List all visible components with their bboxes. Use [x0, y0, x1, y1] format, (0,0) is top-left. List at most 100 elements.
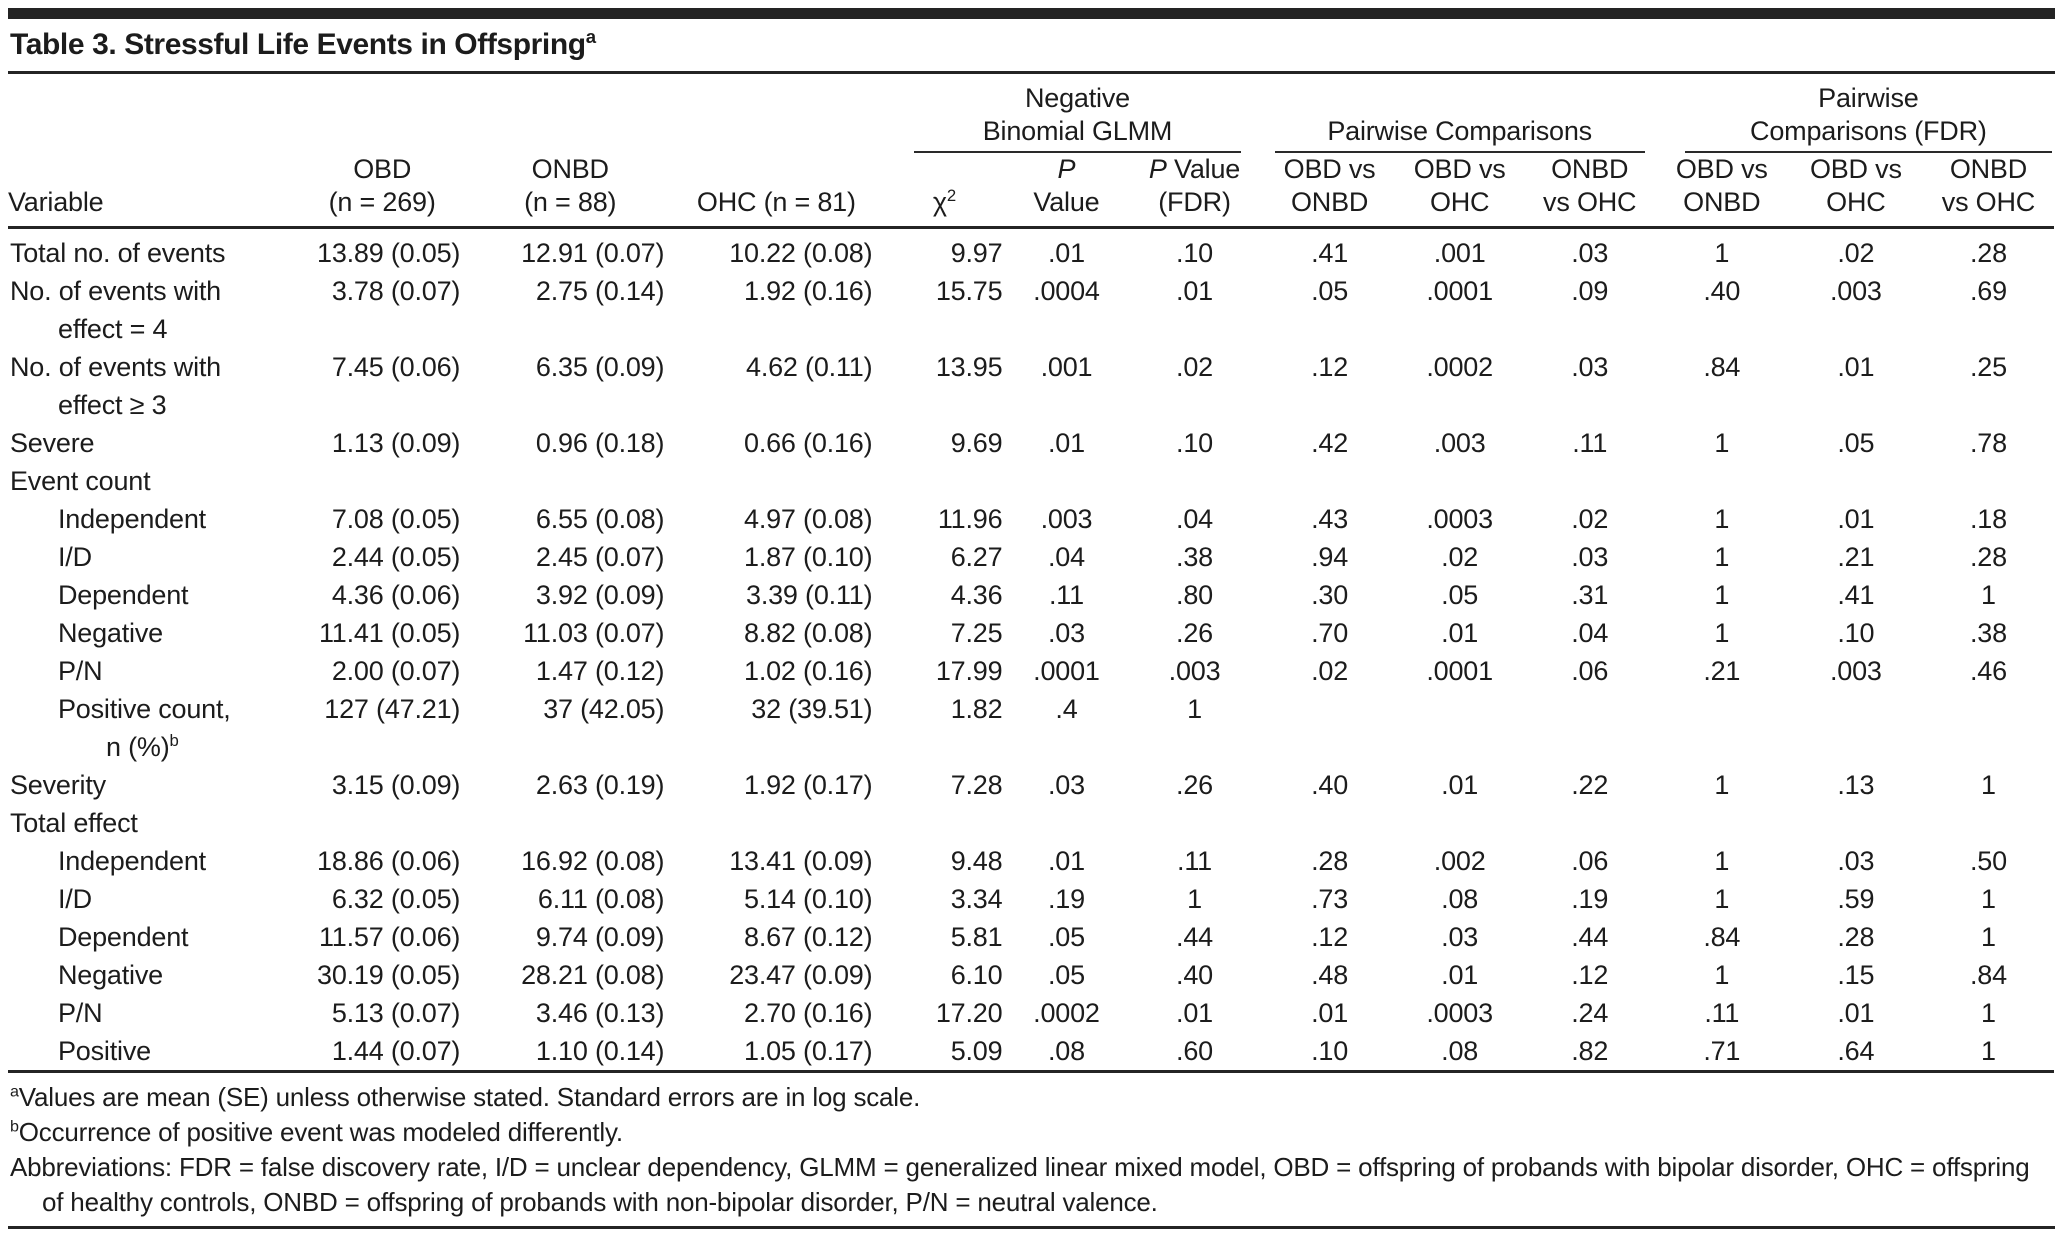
cell-onbd: 6.35 (0.09): [535, 352, 665, 382]
cell-obd: 1.13 (0.09): [331, 428, 461, 458]
cell-fdr-onbd-vs-ohc: .69: [1969, 276, 2007, 306]
cell-obd-vs-onbd: .10: [1311, 1036, 1349, 1066]
cell-fdr-obd-vs-ohc: .003: [1829, 276, 1882, 306]
cell-fdr-onbd-vs-ohc: .38: [1969, 618, 2007, 648]
column-header-onbd: ONBD (n = 88): [468, 74, 673, 229]
cell-p-value-fdr: .40: [1176, 960, 1213, 990]
cell-chi2: 17.20: [935, 998, 1003, 1028]
table-row: P/N 2.00 (0.07) 1.47 (0.12) 1.02 (0.16) 17.9…: [8, 652, 2054, 690]
row-label: Severity: [10, 770, 106, 800]
row-label: P/N: [58, 998, 103, 1028]
cell-obd-vs-ohc: .0003: [1426, 998, 1493, 1028]
cell-onbd: 2.45 (0.07): [535, 542, 665, 572]
cell-obd-vs-ohc: .08: [1441, 884, 1479, 914]
cell-obd-vs-ohc: .0003: [1426, 504, 1493, 534]
cell-fdr-obd-vs-onbd: .11: [1704, 998, 1740, 1028]
column-header-variable: Variable: [8, 74, 297, 229]
cell-onbd: 3.46 (0.13): [535, 998, 665, 1028]
cell-obd: 11.41 (0.05): [319, 618, 461, 648]
cell-fdr-onbd-vs-ohc: .28: [1969, 542, 2007, 572]
variable-cell: No. of events with effect = 4: [8, 272, 296, 348]
table-top-rule: [8, 8, 2055, 19]
cell-chi2: 5.81: [950, 922, 1003, 952]
cell-p-value: .0002: [1033, 998, 1100, 1028]
cell-fdr-obd-vs-ohc: .01: [1837, 998, 1875, 1028]
cell-obd-vs-ohc: .001: [1433, 238, 1486, 268]
cell-obd-vs-ohc: .0001: [1426, 276, 1493, 306]
cell-fdr-obd-vs-ohc: .05: [1837, 428, 1875, 458]
variable-cell: No. of events with effect ≥ 3: [8, 348, 296, 424]
group-header-negative-binomial-glmm: Negative Binomial GLMM: [880, 74, 1264, 153]
cell-fdr-obd-vs-ohc: .02: [1837, 238, 1875, 268]
cell-onbd: 16.92 (0.08): [521, 846, 665, 876]
cell-obd: 30.19 (0.05): [317, 960, 461, 990]
cell-fdr-obd-vs-ohc: .41: [1837, 580, 1875, 610]
cell-onbd: 28.21 (0.08): [521, 960, 665, 990]
cell-fdr-obd-vs-onbd: 1: [1714, 542, 1730, 572]
cell-ohc: 1.02 (0.16): [744, 656, 873, 686]
cell-obd-vs-ohc: .03: [1441, 922, 1479, 952]
column-header-onbd-vs-ohc: ONBD vs OHC: [1524, 153, 1655, 229]
row-label: Independent: [58, 846, 206, 876]
variable-cell: Positive: [8, 1032, 296, 1072]
cell-fdr-obd-vs-ohc: .01: [1837, 352, 1875, 382]
cell-p-value-fdr: 1: [1187, 694, 1202, 724]
cell-onbd: 11.03 (0.07): [523, 618, 665, 648]
table-row: Negative 11.41 (0.05) 11.03 (0.07) 8.82 (0.…: [8, 614, 2054, 652]
cell-obd-vs-ohc: .01: [1441, 618, 1479, 648]
cell-ohc: 32 (39.51): [751, 694, 873, 724]
cell-onbd-vs-ohc: .02: [1571, 504, 1609, 534]
column-header-chi-squared: χ2: [880, 153, 1009, 229]
cell-ohc: 23.47 (0.09): [729, 960, 873, 990]
table-row: Independent 7.08 (0.05) 6.55 (0.08) 4.97 (0…: [8, 500, 2054, 538]
table-header: Variable OBD (n = 269) ONBD (n = 88) OHC…: [8, 74, 2054, 229]
cell-chi2: 15.75: [935, 276, 1003, 306]
cell-onbd-vs-ohc: .03: [1571, 238, 1609, 268]
cell-fdr-onbd-vs-ohc: 1: [1981, 922, 1996, 952]
cell-obd: 5.13 (0.07): [331, 998, 461, 1028]
cell-p-value-fdr: .26: [1176, 618, 1213, 648]
cell-obd-vs-onbd: .30: [1311, 580, 1349, 610]
row-label: Severe: [10, 428, 95, 458]
column-header-p-value-fdr: P Value (FDR): [1124, 153, 1265, 229]
variable-cell: Total effect: [8, 804, 2054, 842]
cell-p-value-fdr: .01: [1176, 998, 1213, 1028]
cell-onbd-vs-ohc: .31: [1571, 580, 1609, 610]
cell-chi2: 7.28: [950, 770, 1003, 800]
cell-ohc: 5.14 (0.10): [744, 884, 873, 914]
variable-cell: Total no. of events: [8, 228, 296, 273]
cell-fdr-obd-vs-onbd: .40: [1703, 276, 1741, 306]
column-header-obd: OBD (n = 269): [296, 74, 469, 229]
table-title: Table 3. Stressful Life Events in Offspr…: [8, 23, 2055, 74]
cell-p-value: .19: [1047, 884, 1085, 914]
cell-chi2: 13.95: [935, 352, 1003, 382]
cell-fdr-onbd-vs-ohc: [1923, 690, 2054, 766]
stressful-life-events-table: Variable OBD (n = 269) ONBD (n = 88) OHC…: [8, 74, 2054, 1073]
cell-fdr-onbd-vs-ohc: .28: [1969, 238, 2007, 268]
cell-obd-vs-onbd: .70: [1311, 618, 1349, 648]
cell-p-value: .08: [1047, 1036, 1085, 1066]
cell-p-value-fdr: .04: [1176, 504, 1213, 534]
cell-fdr-obd-vs-onbd: 1: [1714, 846, 1730, 876]
cell-p-value: .05: [1047, 922, 1085, 952]
cell-fdr-obd-vs-onbd: 1: [1714, 428, 1730, 458]
table-row: Total no. of events 13.89 (0.05) 12.91 (0.…: [8, 228, 2054, 273]
table-row: Severe 1.13 (0.09) 0.96 (0.18) 0.66 (0.16) 9…: [8, 424, 2054, 462]
cell-onbd: 12.91 (0.07): [521, 238, 665, 268]
cell-obd-vs-ohc: .01: [1441, 770, 1479, 800]
table-title-text: Table 3. Stressful Life Events in Offspr…: [10, 28, 586, 61]
variable-cell: I/D: [8, 880, 296, 918]
cell-fdr-obd-vs-ohc: .10: [1837, 618, 1875, 648]
row-label: Total no. of events: [10, 238, 226, 268]
cell-fdr-obd-vs-ohc: .03: [1837, 846, 1875, 876]
footnote-b: bOccurrence of positive event was modele…: [10, 1117, 623, 1147]
variable-cell: Severity: [8, 766, 296, 804]
cell-p-value: .01: [1047, 238, 1085, 268]
cell-ohc: 1.92 (0.16): [744, 276, 873, 306]
cell-obd-vs-ohc: .02: [1441, 542, 1479, 572]
row-label: Negative: [58, 960, 163, 990]
cell-fdr-obd-vs-onbd: 1: [1714, 238, 1730, 268]
table-row: Independent 18.86 (0.06) 16.92 (0.08) 13.41…: [8, 842, 2054, 880]
cell-p-value-fdr: .003: [1168, 656, 1221, 686]
cell-fdr-onbd-vs-ohc: 1: [1981, 998, 1996, 1028]
